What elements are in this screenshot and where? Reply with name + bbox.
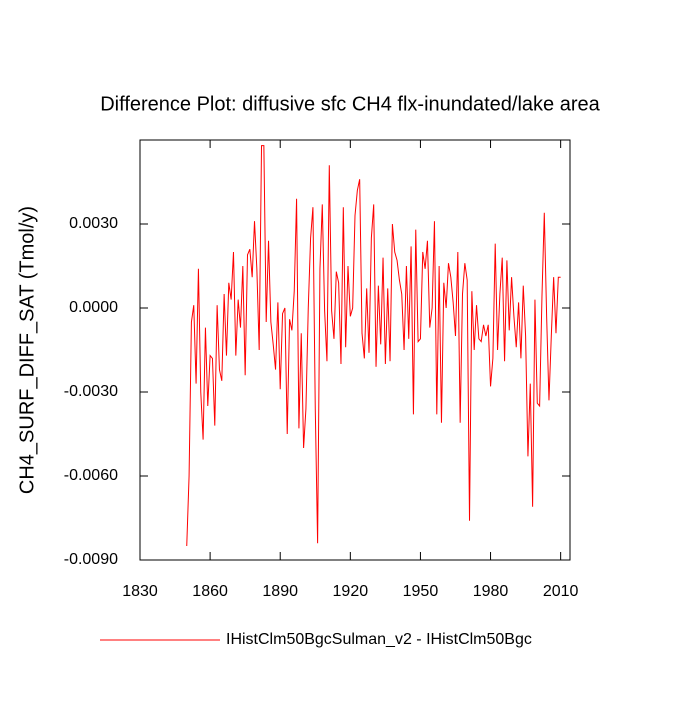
x-tick-label: 2010 — [543, 583, 579, 600]
data-line — [186, 145, 561, 547]
y-tick-label: -0.0090 — [64, 551, 118, 568]
x-tick-label: 1980 — [473, 583, 509, 600]
y-axis-label: CH4_SURF_DIFF_SAT (Tmol/y) — [16, 206, 38, 494]
plot-frame — [139, 139, 571, 561]
y-tick-label: -0.0060 — [64, 467, 118, 484]
y-tick-label: -0.0030 — [64, 383, 118, 400]
x-tick-label: 1890 — [262, 583, 298, 600]
legend-label: IHistClm50BgcSulman_v2 - IHistClm50Bgc — [226, 631, 532, 648]
x-tick-label: 1950 — [403, 583, 439, 600]
x-tick-label: 1920 — [333, 583, 369, 600]
x-tick-label: 1830 — [122, 583, 158, 600]
chart-title: Difference Plot: diffusive sfc CH4 flx-i… — [100, 93, 600, 115]
x-tick-label: 1860 — [192, 583, 228, 600]
y-tick-label: 0.0030 — [69, 215, 118, 232]
y-tick-label: 0.0000 — [69, 299, 118, 316]
